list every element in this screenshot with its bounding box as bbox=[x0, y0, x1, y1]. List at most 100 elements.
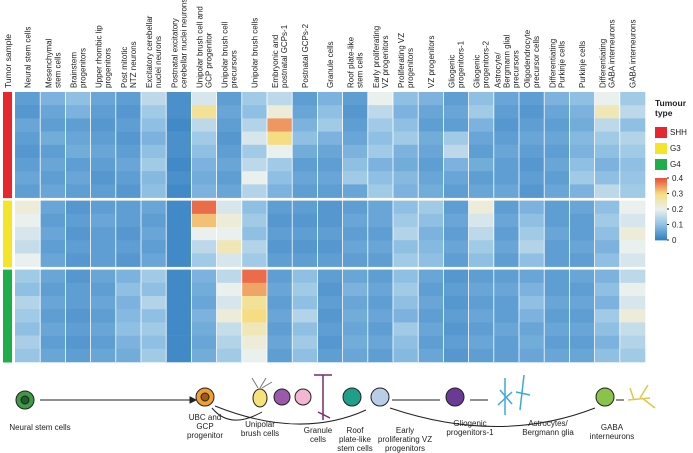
column-label: Excitatory cerebellar bbox=[145, 15, 154, 88]
heatmap-cell bbox=[90, 118, 117, 132]
heatmap-cell bbox=[569, 92, 595, 106]
colorbar-segment bbox=[655, 230, 667, 233]
heatmap-cell bbox=[115, 158, 142, 172]
heatmap-cell bbox=[443, 158, 469, 172]
heatmap-cell bbox=[267, 269, 293, 284]
heatmap-cell bbox=[216, 131, 243, 146]
diagram-label: Gliogenic bbox=[453, 419, 486, 428]
heatmap-cell bbox=[166, 213, 192, 228]
heatmap-cell bbox=[594, 240, 621, 254]
heatmap-cell bbox=[367, 105, 394, 119]
heatmap-cell bbox=[619, 184, 646, 198]
heatmap-cell bbox=[15, 213, 41, 228]
diagram-label: progenitors bbox=[385, 444, 425, 453]
heatmap-cell bbox=[191, 184, 217, 198]
heatmap-cell bbox=[519, 118, 545, 132]
column-label: Postnatal GCPs-2 bbox=[301, 23, 310, 88]
heatmap-cell bbox=[393, 282, 419, 297]
heatmap-cell bbox=[443, 105, 469, 119]
colorbar-segment bbox=[655, 216, 667, 219]
heatmap-cell bbox=[519, 240, 545, 254]
heatmap-cell bbox=[267, 335, 293, 350]
heatmap-cell bbox=[90, 253, 117, 267]
heatmap-cell bbox=[493, 322, 520, 336]
heatmap-cell bbox=[418, 158, 444, 172]
colorbar-segment bbox=[655, 233, 667, 236]
heatmap-cell bbox=[443, 309, 469, 323]
colorbar-segment bbox=[655, 226, 667, 228]
heatmap-cell bbox=[317, 348, 343, 363]
heatmap-cell bbox=[418, 296, 444, 310]
colorbar-segment bbox=[655, 205, 667, 208]
heatmap-cell bbox=[468, 282, 495, 297]
heatmap-cell bbox=[115, 213, 142, 228]
row-axis-label: Tumor sample bbox=[3, 34, 13, 88]
heatmap-cell bbox=[115, 348, 142, 363]
heatmap-cell bbox=[342, 171, 369, 185]
heatmap-cell bbox=[292, 131, 318, 146]
heatmap-cell bbox=[65, 92, 91, 106]
heatmap-cell bbox=[544, 296, 570, 310]
colorbar-segment bbox=[655, 209, 667, 211]
heatmap-cell bbox=[418, 322, 444, 336]
heatmap-cell bbox=[292, 105, 318, 119]
nucleus bbox=[200, 392, 210, 402]
diagram-label: Astrocytes/ bbox=[528, 419, 568, 428]
heatmap-cell bbox=[65, 296, 91, 310]
heatmap-cell bbox=[468, 213, 495, 228]
heatmap-cell bbox=[216, 92, 243, 106]
column-label: Unipolar brush cell bbox=[221, 22, 230, 88]
heatmap-cell bbox=[65, 105, 91, 119]
heatmap-cell bbox=[115, 322, 142, 336]
heatmap-cell bbox=[141, 309, 167, 323]
heatmap-cell bbox=[65, 158, 91, 172]
heatmap-cell bbox=[418, 269, 444, 284]
heatmap-cell bbox=[594, 253, 621, 267]
heatmap-cell bbox=[367, 213, 394, 228]
heatmap-cell bbox=[342, 213, 369, 228]
heatmap-cell bbox=[443, 348, 469, 363]
heatmap-cell bbox=[342, 227, 369, 241]
heatmap-cell bbox=[569, 144, 595, 159]
heatmap-cell bbox=[115, 253, 142, 267]
column-label: postnatal GCPs-1 bbox=[280, 24, 289, 88]
legend-swatch bbox=[655, 127, 667, 138]
colorbar-segment bbox=[655, 232, 667, 235]
heatmap-cell bbox=[166, 184, 192, 198]
heatmap-cell bbox=[141, 171, 167, 185]
heatmap-cell bbox=[141, 200, 167, 215]
heatmap-cell bbox=[216, 335, 243, 350]
heatmap-cell bbox=[115, 105, 142, 119]
legend-label: G3 bbox=[670, 144, 681, 153]
heatmap-cell bbox=[367, 118, 394, 132]
cell bbox=[445, 387, 465, 407]
heatmap-cell bbox=[418, 309, 444, 323]
heatmap-cell bbox=[65, 253, 91, 267]
heatmap-cell bbox=[241, 158, 268, 172]
colorbar-segment bbox=[655, 191, 667, 194]
heatmap-cell bbox=[216, 309, 243, 323]
heatmap-cell bbox=[115, 309, 142, 323]
column-label: Embryonic and bbox=[271, 35, 280, 88]
heatmap-cell bbox=[90, 105, 117, 119]
group-strip bbox=[3, 131, 12, 146]
heatmap-cell bbox=[393, 144, 419, 159]
heatmap-cell bbox=[519, 309, 545, 323]
diagram-label: Early bbox=[396, 426, 414, 435]
cell bbox=[342, 387, 362, 407]
heatmap-cell bbox=[267, 322, 293, 336]
heatmap-cell bbox=[317, 269, 343, 284]
heatmap-cell bbox=[241, 227, 268, 241]
heatmap-cell bbox=[40, 269, 66, 284]
column-label: Mesenchymal bbox=[44, 38, 53, 88]
heatmap-cell bbox=[267, 131, 293, 146]
heatmap-cell bbox=[544, 144, 570, 159]
heatmap-cell bbox=[569, 171, 595, 185]
heatmap-cell bbox=[342, 296, 369, 310]
heatmap-cell bbox=[317, 335, 343, 350]
column-label: Postnatal excitatory bbox=[170, 18, 179, 88]
heatmap-cell bbox=[15, 335, 41, 350]
heatmap-cell bbox=[493, 282, 520, 297]
heatmap-cell bbox=[166, 335, 192, 350]
heatmap-cell bbox=[40, 92, 66, 106]
